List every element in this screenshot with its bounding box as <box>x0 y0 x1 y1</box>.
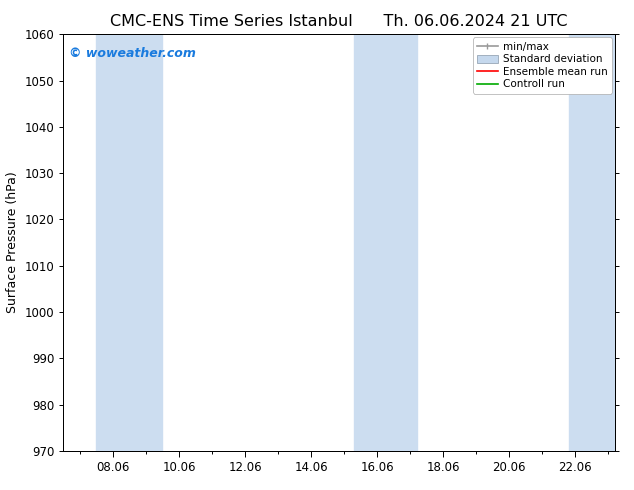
Text: © woweather.com: © woweather.com <box>69 47 196 60</box>
Title: CMC-ENS Time Series Istanbul      Th. 06.06.2024 21 UTC: CMC-ENS Time Series Istanbul Th. 06.06.2… <box>110 14 568 29</box>
Legend: min/max, Standard deviation, Ensemble mean run, Controll run: min/max, Standard deviation, Ensemble me… <box>473 37 612 94</box>
Y-axis label: Surface Pressure (hPa): Surface Pressure (hPa) <box>6 172 19 314</box>
Bar <box>569 34 618 451</box>
Bar <box>96 34 162 451</box>
Bar <box>354 34 417 451</box>
